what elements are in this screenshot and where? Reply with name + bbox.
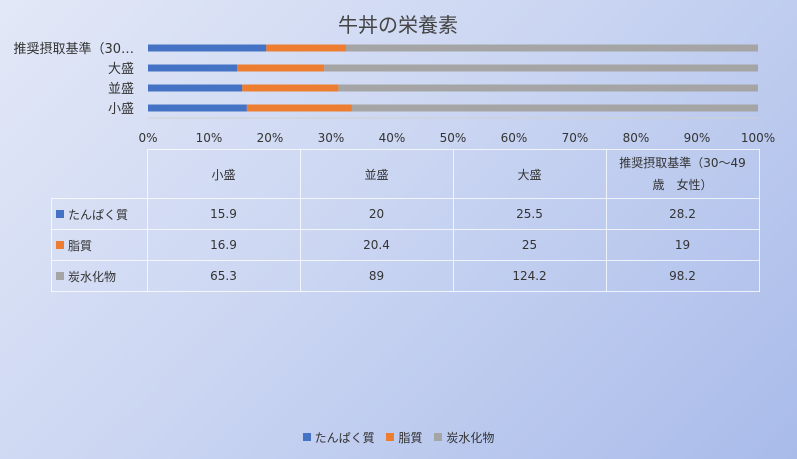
legend-label: たんぱく質 <box>314 431 375 445</box>
category-label: 小盛 <box>108 102 134 117</box>
legend-swatch <box>434 433 443 441</box>
header-recommended: 推奨摂取基準（30～49 歳 女性） <box>605 149 760 199</box>
bar-segment-s2-c3 <box>346 44 758 52</box>
header-recommended-line1: 推奨摂取基準（30～49 <box>619 156 746 170</box>
cell-value: 89 <box>299 260 454 292</box>
header-regular: 並盛 <box>299 149 454 199</box>
legend-item-carbs: 炭水化物 <box>434 429 494 446</box>
category-label: 推奨摂取基準（30… <box>13 41 134 57</box>
legend-key-carbs <box>56 271 64 280</box>
header-large: 大盛 <box>452 149 607 199</box>
x-tick-label: 70% <box>562 131 589 145</box>
chart-title: 牛丼の栄養素 <box>338 13 458 37</box>
bar-segment-s0-c0 <box>148 104 247 112</box>
cell-value: 16.9 <box>146 229 301 261</box>
table-row: 脂質 16.9 20.4 25 19 <box>51 229 760 261</box>
row-header-carbs: 炭水化物 <box>51 260 148 292</box>
legend-item-protein: たんぱく質 <box>302 429 375 446</box>
bar-segment-s0-c1 <box>148 84 243 92</box>
bar-segment-s2-c0 <box>351 104 758 112</box>
cell-value: 28.2 <box>605 198 760 230</box>
x-tick-label: 80% <box>623 131 650 145</box>
chart-legend: たんぱく質 脂質 炭水化物 <box>0 429 797 446</box>
header-small: 小盛 <box>146 149 301 199</box>
x-tick-label: 10% <box>196 131 223 145</box>
legend-key-protein <box>56 209 64 218</box>
table-corner-cell <box>51 149 148 199</box>
cell-value: 25.5 <box>452 198 607 230</box>
category-label: 並盛 <box>108 82 134 97</box>
bar-segment-s2-c1 <box>338 84 758 92</box>
x-tick-label: 90% <box>684 131 711 145</box>
legend-item-fat: 脂質 <box>386 429 423 446</box>
series-name: 炭水化物 <box>68 269 117 284</box>
cell-value: 15.9 <box>146 198 301 230</box>
bar-segment-s2-c2 <box>324 64 758 72</box>
x-tick-label: 50% <box>440 131 467 145</box>
table-row: たんぱく質 15.9 20 25.5 28.2 <box>51 198 760 230</box>
legend-key-fat <box>56 240 64 249</box>
x-tick-label: 0% <box>138 131 157 145</box>
bar-segment-s1-c1 <box>242 84 339 92</box>
bar-segment-s1-c0 <box>246 104 352 112</box>
cell-value: 124.2 <box>452 260 607 292</box>
bar-segment-s0-c3 <box>148 44 267 52</box>
row-header-fat: 脂質 <box>51 229 148 261</box>
x-tick-label: 20% <box>257 131 284 145</box>
data-table: 小盛 並盛 大盛 推奨摂取基準（30～49 歳 女性） たんぱく質 15.9 20… <box>51 149 760 292</box>
legend-label: 炭水化物 <box>446 431 495 445</box>
series-name: たんぱく質 <box>68 207 129 222</box>
bar-segment-s1-c3 <box>266 44 347 52</box>
row-header-protein: たんぱく質 <box>51 198 148 230</box>
header-recommended-line2: 歳 女性） <box>652 178 713 192</box>
cell-value: 98.2 <box>605 260 760 292</box>
cell-value: 65.3 <box>146 260 301 292</box>
table-row: 炭水化物 65.3 89 124.2 98.2 <box>51 260 760 292</box>
cell-value: 19 <box>605 229 760 261</box>
cell-value: 20.4 <box>299 229 454 261</box>
legend-label: 脂質 <box>398 431 423 445</box>
bar-segment-s1-c2 <box>237 64 325 72</box>
bar-segment-s0-c2 <box>148 64 238 72</box>
cell-value: 25 <box>452 229 607 261</box>
legend-swatch <box>302 433 311 441</box>
x-tick-label: 100% <box>741 131 775 145</box>
category-label: 大盛 <box>108 62 134 77</box>
cell-value: 20 <box>299 198 454 230</box>
x-tick-label: 60% <box>501 131 528 145</box>
x-tick-label: 30% <box>318 131 345 145</box>
legend-swatch <box>386 433 395 441</box>
x-tick-label: 40% <box>379 131 406 145</box>
series-name: 脂質 <box>68 238 93 253</box>
